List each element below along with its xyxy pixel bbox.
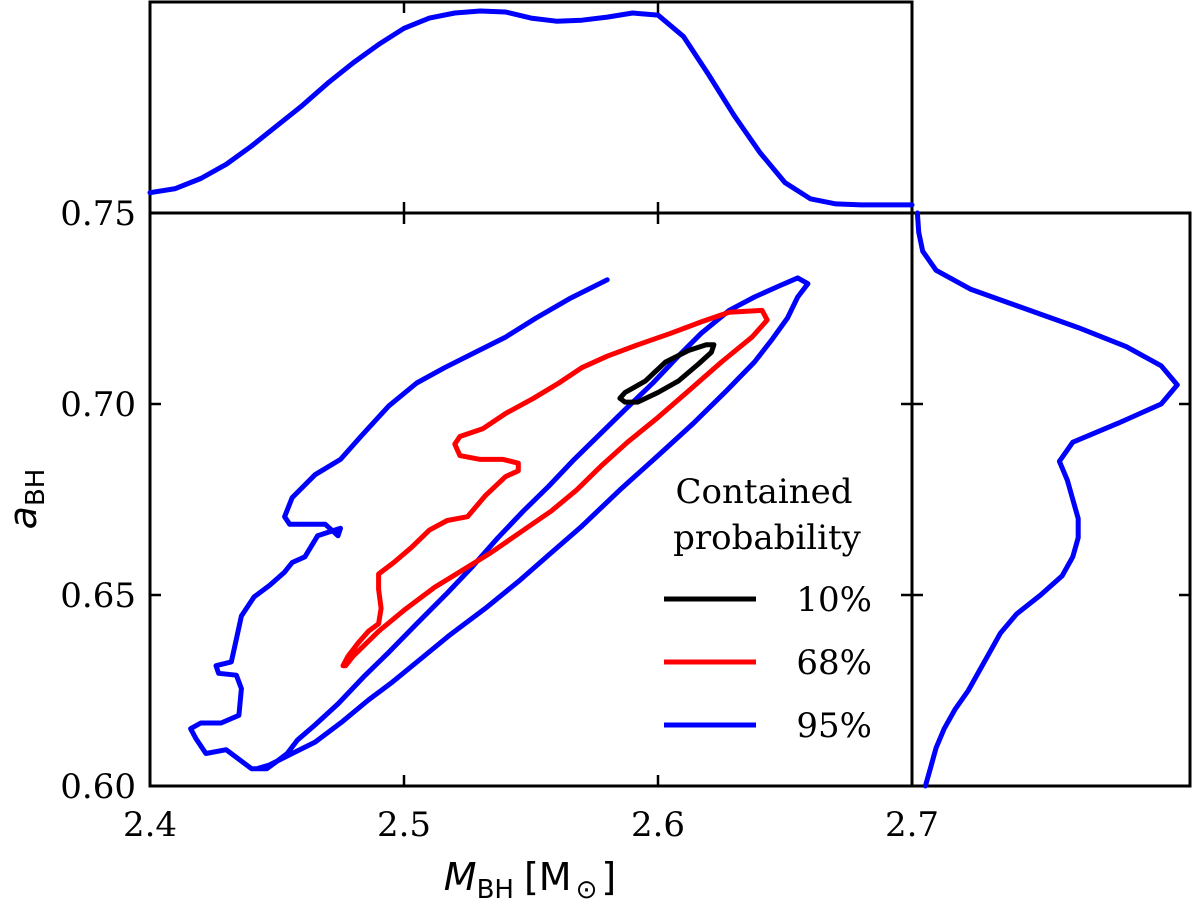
tick-marks <box>150 2 1190 786</box>
y-tick-label: 0.65 <box>60 576 136 616</box>
legend-title-line2: probability <box>673 518 862 558</box>
contour-10 <box>617 342 717 405</box>
right-marginal-frame <box>910 211 1192 788</box>
x-tick-labels: 2.4 2.5 2.6 2.7 <box>123 805 939 845</box>
contour-95 <box>188 275 811 772</box>
top-marginal-frame <box>148 0 914 215</box>
marginal-curves <box>147 8 1180 789</box>
x-tick-label: 2.5 <box>377 805 431 845</box>
y-tick-labels: 0.60 0.65 0.70 0.75 <box>60 194 136 807</box>
marginal-x-curve <box>147 8 915 208</box>
x-axis-label: MBH [M ⊙] <box>444 855 616 904</box>
x-tick-label: 2.4 <box>123 805 177 845</box>
legend-label-68: 68% <box>796 643 872 683</box>
x-tick-label: 2.6 <box>631 805 685 845</box>
marginal-y-curve <box>914 210 1180 789</box>
x-tick-label: 2.7 <box>885 805 939 845</box>
legend-label-10: 10% <box>796 580 872 620</box>
y-tick-label: 0.60 <box>60 767 136 807</box>
y-tick-label: 0.70 <box>60 385 136 425</box>
contour-lines <box>188 275 811 772</box>
legend-title-line1: Contained <box>676 472 853 512</box>
y-axis-label: aBH <box>1 469 51 530</box>
contour-68 <box>340 307 770 669</box>
y-tick-label: 0.75 <box>60 194 136 234</box>
legend-label-95: 95% <box>796 706 872 746</box>
legend: Contained probability 10% 68% 95% <box>664 472 872 746</box>
